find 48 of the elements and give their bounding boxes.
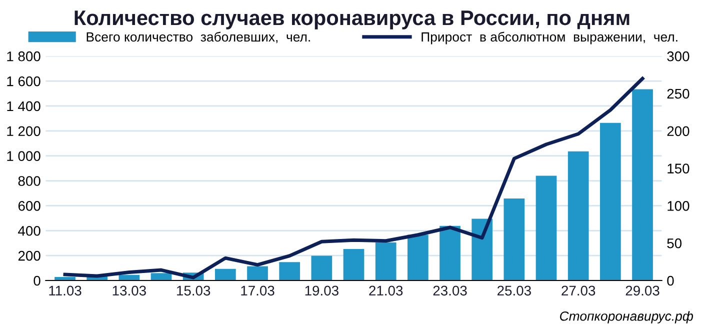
bar (472, 218, 493, 280)
line-series (63, 76, 644, 280)
y2-tick-label: 0 (667, 276, 674, 286)
y2-tick-label: 150 (668, 164, 690, 174)
bar (375, 242, 396, 280)
y2-tick-label: 250 (667, 88, 690, 99)
legend-label: Прирост в абсолютном выражении, чел. (422, 32, 678, 44)
x-tick-label: 15.03 (177, 286, 210, 296)
y-tick-label: 1 600 (7, 76, 40, 86)
y-tick-label: 1 400 (7, 101, 40, 112)
y-tick-label: 0 (34, 276, 40, 286)
y2-tick-label: 50 (667, 238, 682, 248)
y-tick-label: 1 800 (7, 51, 40, 62)
y2-tick-label: 200 (667, 126, 690, 136)
x-tick-label: 11.03 (49, 286, 82, 296)
legend-label: Всего количество заболевших, чел. (86, 32, 310, 44)
bar (408, 234, 428, 280)
bar (150, 273, 172, 280)
bar (311, 256, 332, 280)
bar (279, 262, 300, 280)
chart-title: Количество случаев коронавируса в России, по дням (74, 10, 630, 30)
bar (440, 226, 460, 280)
y-tick-label: 400 (18, 226, 40, 236)
bar (118, 274, 140, 280)
x-tick-label: 17.03 (241, 286, 274, 296)
bar (247, 266, 268, 280)
x-tick-label: 23.03 (433, 286, 467, 296)
bar (600, 122, 621, 280)
y-tick-label: 600 (18, 201, 40, 211)
y-tick-label: 1 000 (7, 151, 40, 162)
bar (632, 89, 653, 280)
y-tick-label: 200 (18, 250, 40, 261)
bar (504, 198, 525, 280)
text: Стопкоронавирус.рф (560, 311, 694, 324)
x-tick-label: 27.03 (562, 286, 596, 296)
bar (215, 268, 236, 280)
bar (536, 176, 557, 280)
y-tick-label: 800 (18, 176, 40, 186)
x-tick-label: 13.03 (112, 286, 146, 296)
x-tick-label: 29.03 (626, 286, 660, 296)
x-tick-label: 19.03 (305, 286, 338, 296)
y2-tick-label: 300 (667, 51, 690, 62)
x-tick-label: 21.03 (369, 286, 403, 296)
y2-tick-label: 100 (668, 201, 690, 211)
y-tick-label: 1 200 (7, 126, 40, 136)
bar (568, 151, 589, 280)
x-tick-label: 25.03 (498, 286, 531, 296)
bar (343, 248, 364, 280)
